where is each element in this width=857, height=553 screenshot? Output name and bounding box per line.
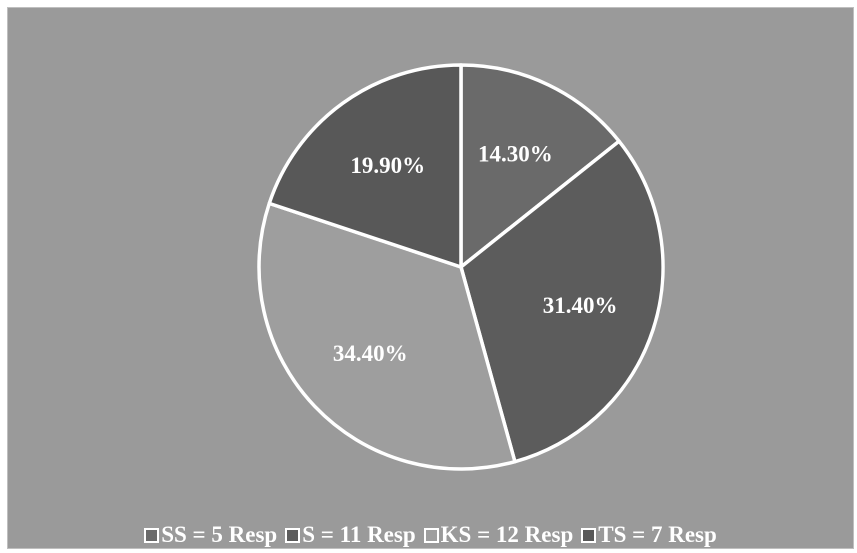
legend-key-2: [423, 527, 439, 543]
pie-slice-1: [459, 139, 665, 464]
legend-item-3: TS = 7 Resp: [581, 522, 717, 548]
pie-chart: 14.30% 31.40% 34.40% 19.90%: [257, 63, 665, 471]
legend-item-1: S = 11 Resp: [285, 522, 416, 548]
legend-label-0: SS = 5 Resp: [161, 522, 278, 547]
slice-label-2: 34.40%: [333, 341, 408, 366]
legend-label-1: S = 11 Resp: [302, 522, 416, 547]
slice-label-3: 19.90%: [350, 153, 425, 178]
legend-item-0: SS = 5 Resp: [144, 522, 277, 548]
slice-label-0: 14.30%: [478, 142, 553, 167]
chart-area: 14.30% 31.40% 34.40% 19.90% SS = 5 Resp S = …: [7, 7, 854, 549]
legend-key-0: [144, 527, 160, 543]
legend-key-1: [285, 527, 301, 543]
legend-item-2: KS = 12 Resp: [423, 522, 574, 548]
pie-slice-0: [459, 63, 621, 269]
slice-label-1: 31.40%: [543, 293, 618, 318]
pie-slice-3: [267, 63, 463, 269]
legend: SS = 5 Resp S = 11 Resp KS = 12 Resp TS = 7…: [8, 522, 853, 548]
legend-label-3: TS = 7 Resp: [598, 522, 717, 547]
legend-label-2: KS = 12 Resp: [440, 522, 574, 547]
pie-slice-2: [257, 201, 517, 471]
legend-key-3: [581, 527, 597, 543]
